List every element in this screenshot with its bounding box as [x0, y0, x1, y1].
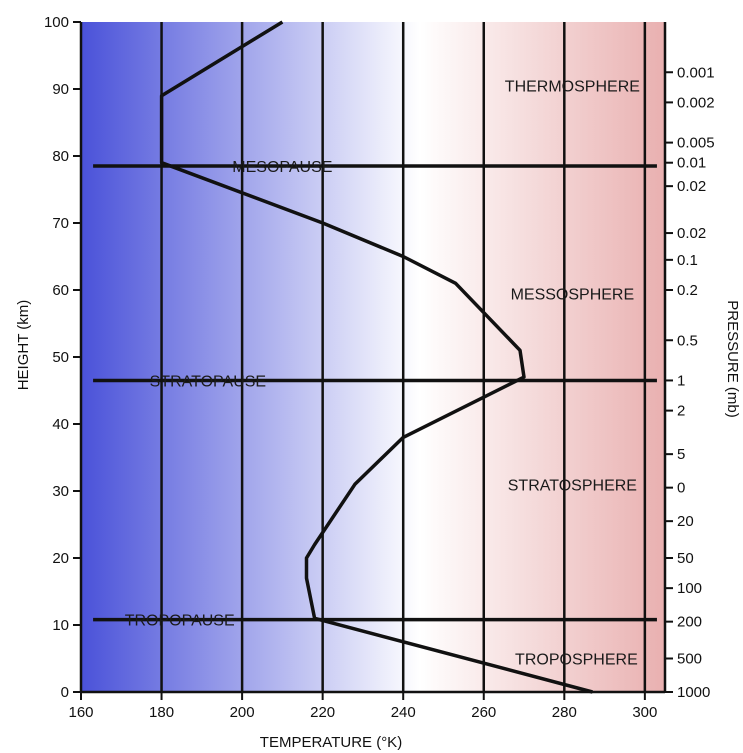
- x-tick-label-160: 160: [68, 704, 93, 721]
- pressure-tick-label: 50: [677, 550, 694, 567]
- pressure-tick-label: 0.2: [677, 282, 698, 299]
- pressure-tick-label: 0.02: [677, 178, 706, 195]
- y-tick-label-90: 90: [52, 81, 69, 98]
- layer-label-troposphere: TROPOSPHERE: [515, 652, 638, 669]
- pressure-tick-label: 100: [677, 580, 702, 597]
- pressure-tick-label: 1000: [677, 684, 710, 701]
- temperature-profile-line: [159, 20, 593, 694]
- x-tick-label-280: 280: [552, 704, 577, 721]
- pressure-tick-label: 200: [677, 614, 702, 631]
- layer-label-thermosphere: THERMOSPHERE: [505, 79, 640, 96]
- x-tick-label-260: 260: [471, 704, 496, 721]
- y-tick-label-70: 70: [52, 215, 69, 232]
- y-tick-label-40: 40: [52, 416, 69, 433]
- pressure-tick-label: 0.02: [677, 225, 706, 242]
- y-tick-label-20: 20: [52, 550, 69, 567]
- x-tick-label-240: 240: [391, 704, 416, 721]
- pressure-tick-label: 1: [677, 372, 685, 389]
- y-axis-title: HEIGHT (km): [15, 300, 32, 391]
- plot-background: [81, 22, 665, 692]
- pressure-tick-label: 20: [677, 513, 694, 530]
- layer-labels: TROPOSPHERE STRATOSPHERE MESSOSPHERE THERMO…: [505, 79, 640, 669]
- pressure-tick-label: 500: [677, 651, 702, 668]
- y-axis-ticks: 0 10 20 30 40 50 60 70 80 90 100: [44, 14, 81, 701]
- layer-label-stratosphere: STRATOSPHERE: [508, 477, 637, 494]
- x-axis-title: TEMPERATURE (°K): [260, 734, 402, 751]
- x-axis-ticks: 160 180 200 220 240 260 280 300: [68, 692, 657, 721]
- y-tick-label-10: 10: [52, 617, 69, 634]
- vertical-gridlines: [160, 22, 647, 692]
- y-tick-label-80: 80: [52, 148, 69, 165]
- pressure-tick-label: 0.5: [677, 332, 698, 349]
- pause-label-tropopause: TROPOPAUSE: [125, 613, 235, 630]
- x-tick-label-300: 300: [632, 704, 657, 721]
- pressure-tick-label: 0.001: [677, 64, 715, 81]
- pressure-axis-ticks: 0.0010.0020.0050.010.020.020.10.20.51250…: [665, 64, 715, 701]
- y-tick-label-100: 100: [44, 14, 69, 31]
- pressure-tick-label: 0.1: [677, 252, 698, 269]
- pressure-axis-title: PRESSURE (mb): [724, 300, 741, 418]
- y-tick-label-60: 60: [52, 282, 69, 299]
- y-tick-label-30: 30: [52, 483, 69, 500]
- pressure-tick-label: 0.01: [677, 155, 706, 172]
- pause-label-stratopause: STRATOPAUSE: [150, 373, 266, 390]
- pause-lines: TROPOPAUSE STRATOPAUSE MESOPAUSE: [93, 159, 657, 630]
- pressure-tick-label: 0.005: [677, 135, 715, 152]
- pressure-tick-label: 5: [677, 446, 685, 463]
- pressure-tick-label: 0: [677, 480, 685, 497]
- x-tick-label-220: 220: [310, 704, 335, 721]
- pressure-tick-label: 2: [677, 403, 685, 420]
- x-tick-label-200: 200: [230, 704, 255, 721]
- x-tick-label-180: 180: [149, 704, 174, 721]
- pause-label-mesopause: MESOPAUSE: [232, 159, 332, 176]
- y-tick-label-50: 50: [52, 349, 69, 366]
- y-tick-label-0: 0: [61, 684, 69, 701]
- pressure-tick-label: 0.002: [677, 94, 715, 111]
- layer-label-messosphere: MESSOSPHERE: [511, 286, 635, 303]
